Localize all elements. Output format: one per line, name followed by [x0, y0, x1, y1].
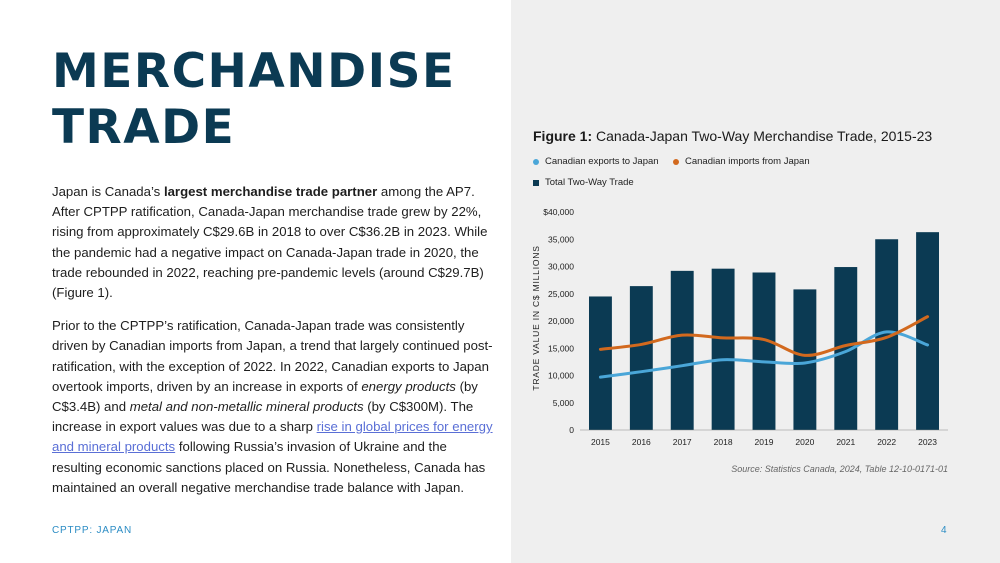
point-imports	[681, 333, 684, 337]
point-exports	[844, 350, 847, 353]
y-tick-label: 5,000	[553, 398, 575, 408]
bar-total-trade	[629, 286, 653, 430]
paragraph-1: Japan is Canada’s largest merchandise tr…	[52, 182, 494, 303]
point-imports	[599, 348, 602, 351]
point-exports	[640, 370, 643, 373]
point-imports	[721, 336, 725, 340]
prices-link[interactable]: rise in global prices for energy and min…	[52, 419, 493, 455]
point-exports	[599, 375, 602, 379]
paragraph-2: Prior to the CPTPP’s ratification, Canad…	[52, 316, 494, 498]
point-exports	[721, 358, 725, 361]
page-title: MERCHANDISE TRADE	[52, 44, 456, 155]
bar-total-trade	[793, 289, 817, 430]
x-tick-label: 2023	[918, 437, 937, 447]
y-tick-label: 15,000	[548, 343, 574, 353]
x-tick-label: 2022	[877, 437, 896, 447]
legend-marker-exports	[533, 158, 539, 165]
point-imports	[762, 338, 766, 341]
point-imports	[844, 344, 847, 347]
bar-total-trade	[916, 232, 940, 430]
bar-total-trade	[834, 267, 858, 430]
y-tick-label: 20,000	[548, 316, 574, 326]
bar-total-trade	[711, 268, 735, 430]
bar-total-trade	[588, 296, 612, 430]
x-tick-label: 2016	[632, 437, 651, 447]
point-exports	[762, 360, 766, 364]
p2-text-d: following Russia’s invasion of Ukraine a…	[52, 439, 486, 495]
x-tick-label: 2020	[795, 437, 814, 447]
bar-total-trade	[752, 272, 776, 430]
legend-item-imports: Canadian imports from Japan	[673, 156, 810, 167]
page-number: 4	[941, 525, 947, 536]
point-exports	[885, 330, 888, 334]
legend-item-exports: Canadian exports to Japan	[533, 156, 659, 167]
point-exports	[926, 343, 929, 347]
legend-label-total: Total Two-Way Trade	[545, 177, 634, 188]
y-tick-label: 35,000	[548, 234, 574, 244]
point-imports	[803, 354, 807, 357]
y-tick-label: 0	[569, 425, 574, 435]
legend-label-imports: Canadian imports from Japan	[685, 156, 810, 167]
x-tick-label: 2017	[673, 437, 692, 447]
footer-report-name: CPTPP: JAPAN	[52, 525, 132, 536]
figure-caption: Canada-Japan Two-Way Merchandise Trade, …	[592, 128, 933, 144]
legend-marker-total	[533, 179, 539, 186]
legend-item-total: Total Two-Way Trade	[533, 177, 634, 188]
y-tick-label: 25,000	[548, 289, 574, 299]
body-text: Japan is Canada’s largest merchandise tr…	[52, 182, 494, 511]
p1-text-b: among the AP7. After CPTPP ratification,…	[52, 184, 488, 301]
p2-italic-energy: energy products	[361, 378, 456, 394]
p2-text-a: Prior to the CPTPP’s ratification, Canad…	[52, 318, 493, 394]
p2-text-b: (by C$3.4B) and	[52, 378, 478, 415]
figure-title: Figure 1: Canada-Japan Two-Way Merchandi…	[533, 128, 932, 144]
figure-number: Figure 1:	[533, 128, 593, 144]
p1-text-a: Japan is Canada’s	[52, 184, 164, 199]
point-exports	[803, 361, 807, 365]
point-imports	[926, 315, 929, 318]
point-imports	[640, 343, 643, 346]
y-tick-label: $40,000	[543, 207, 574, 217]
p2-italic-minerals: metal and non-metallic mineral products	[129, 399, 364, 415]
p1-bold-text: largest merchandise trade partner	[163, 184, 378, 199]
x-tick-label: 2019	[755, 437, 774, 447]
point-imports	[885, 336, 888, 339]
x-tick-label: 2018	[714, 437, 733, 447]
p2-text-c: (by C$300M). The increase in export valu…	[52, 399, 474, 435]
x-tick-label: 2015	[591, 437, 610, 447]
bar-total-trade	[875, 239, 899, 430]
bar-total-trade	[670, 270, 694, 430]
point-exports	[681, 364, 684, 367]
legend-label-exports: Canadian exports to Japan	[545, 156, 659, 167]
y-tick-label: 30,000	[548, 262, 574, 272]
y-tick-label: 10,000	[548, 371, 574, 381]
legend-marker-imports	[673, 158, 679, 165]
x-tick-label: 2021	[836, 437, 855, 447]
chart-source: Source: Statistics Canada, 2024, Table 1…	[731, 464, 948, 474]
